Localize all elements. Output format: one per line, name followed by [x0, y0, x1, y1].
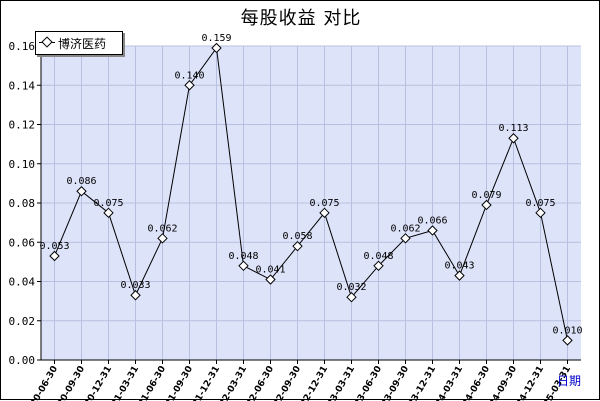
data-label: 0.048 [228, 251, 258, 262]
y-tick-label: 0.16 [9, 40, 36, 53]
data-label: 0.032 [336, 282, 366, 293]
y-tick-label: 0.06 [9, 236, 36, 249]
data-label: 0.010 [552, 325, 582, 336]
legend-marker-icon [36, 32, 58, 54]
y-tick-label: 0.14 [9, 79, 36, 92]
data-label: 0.075 [525, 198, 555, 209]
data-label: 0.062 [147, 223, 177, 234]
data-label: 0.041 [255, 265, 285, 276]
data-label: 0.086 [66, 176, 96, 187]
data-label: 0.043 [444, 261, 474, 272]
data-label: 0.066 [417, 215, 447, 226]
data-label: 0.113 [498, 123, 528, 134]
data-label: 0.048 [363, 251, 393, 262]
legend: 博济医药 [35, 31, 123, 55]
x-axis-label: 日期 [557, 372, 581, 389]
legend-label: 博济医药 [58, 35, 106, 52]
y-tick-label: 0.12 [9, 119, 36, 132]
x-tick-label: 2020-06-30 [23, 365, 60, 401]
data-label: 0.075 [309, 198, 339, 209]
y-tick-label: 0.04 [9, 276, 36, 289]
data-label: 0.058 [282, 231, 312, 242]
y-tick-label: 0.00 [9, 354, 36, 367]
data-label: 0.140 [174, 70, 204, 81]
data-label: 0.033 [120, 280, 150, 291]
y-tick-label: 0.02 [9, 315, 36, 328]
y-tick-label: 0.08 [9, 197, 36, 210]
data-label: 0.062 [390, 223, 420, 234]
data-label: 0.053 [39, 241, 69, 252]
data-label: 0.079 [471, 190, 501, 201]
data-label: 0.075 [93, 198, 123, 209]
y-tick-label: 0.10 [9, 158, 36, 171]
data-label: 0.159 [201, 33, 231, 44]
